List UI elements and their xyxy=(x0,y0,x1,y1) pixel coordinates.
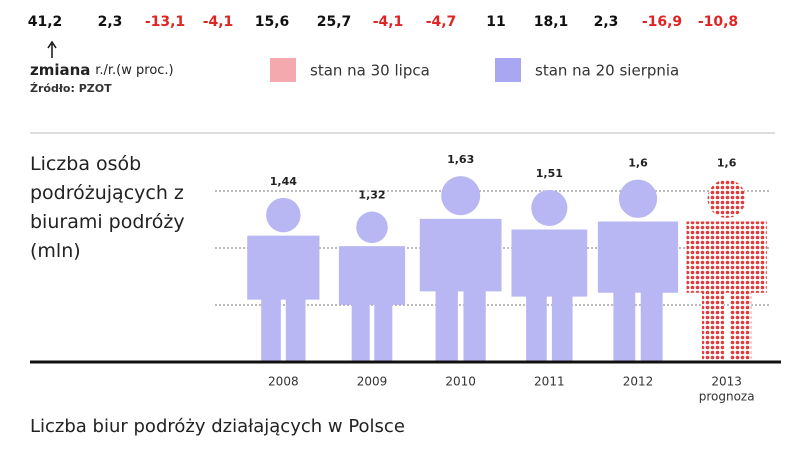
person-icon xyxy=(338,211,406,362)
source: Źródło: PZOT xyxy=(30,82,112,95)
change-value: -13,1 xyxy=(145,14,185,30)
change-value: -4,1 xyxy=(373,14,404,30)
legend-label: stan na 30 lipca xyxy=(310,62,430,80)
person-icon xyxy=(597,179,679,362)
x-tick-label: 2011 xyxy=(534,375,565,389)
x-tick-label: 2012 xyxy=(623,375,654,389)
x-tick-label: 2009 xyxy=(357,375,388,389)
change-value: 11 xyxy=(486,14,505,30)
change-caption: zmiana r./r.(w proc.) xyxy=(30,61,174,79)
chart-title: Liczba osób podróżujących z biurami podr… xyxy=(30,153,185,262)
change-value: 41,2 xyxy=(28,14,63,30)
legend-swatch xyxy=(270,58,296,82)
value-label: 1,32 xyxy=(358,189,385,202)
value-label: 1,6 xyxy=(717,157,737,170)
x-tick-label: 2008 xyxy=(268,375,299,389)
legend-label: stan na 20 sierpnia xyxy=(535,62,679,80)
arrow-head xyxy=(47,40,57,49)
caption-rest: r./r.(w proc.) xyxy=(95,63,173,78)
person-icon xyxy=(247,197,320,362)
footer: Liczba biur podróży działających w Polsc… xyxy=(30,416,405,437)
x-tick-label: 2013 xyxy=(711,375,742,389)
change-value: 2,3 xyxy=(98,14,123,30)
person-icon xyxy=(419,176,502,362)
legend-swatch xyxy=(495,58,521,82)
caption-bold: zmiana xyxy=(30,61,90,79)
value-label: 1,51 xyxy=(536,167,563,180)
value-label: 1,6 xyxy=(628,157,648,170)
change-value: -4,1 xyxy=(203,14,234,30)
change-value: -4,7 xyxy=(426,14,457,30)
value-label: 1,63 xyxy=(447,153,474,166)
x-tick-label: 2010 xyxy=(445,375,476,389)
change-value: 18,1 xyxy=(534,14,569,30)
change-value: 2,3 xyxy=(594,14,619,30)
change-value: 15,6 xyxy=(255,14,290,30)
change-value: -16,9 xyxy=(642,14,682,30)
change-value: 25,7 xyxy=(317,14,352,30)
person-icon xyxy=(511,189,588,362)
change-value: -10,8 xyxy=(698,14,738,30)
value-label: 1,44 xyxy=(270,175,297,188)
forecast-label: prognoza xyxy=(699,390,755,404)
person-icon xyxy=(686,179,767,362)
